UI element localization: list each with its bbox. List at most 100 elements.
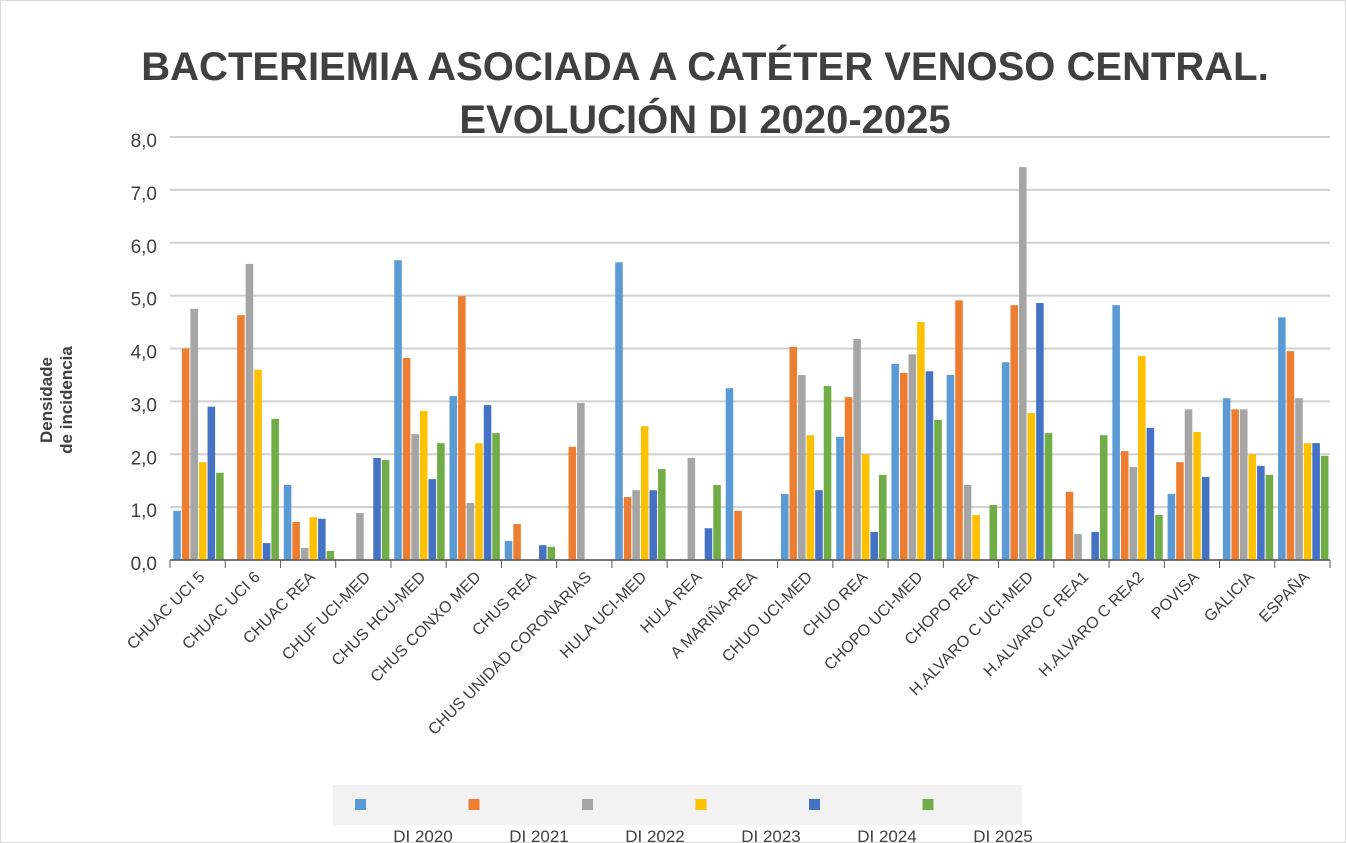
bar xyxy=(1120,451,1129,560)
legend-box xyxy=(333,785,1022,825)
bar xyxy=(1265,474,1274,560)
bar xyxy=(1138,355,1146,560)
bar xyxy=(402,358,411,560)
bar xyxy=(836,436,844,560)
bar xyxy=(946,374,955,560)
y-tick-label: 0,0 xyxy=(131,554,157,575)
bar xyxy=(1176,462,1184,560)
bar xyxy=(815,490,823,560)
bar xyxy=(577,402,585,560)
bar xyxy=(1146,427,1155,560)
bar xyxy=(437,443,445,560)
bar xyxy=(568,446,577,560)
bar xyxy=(870,531,878,560)
y-axis-title: Densidade de incidencia xyxy=(37,346,76,454)
bar xyxy=(925,371,934,560)
bar xyxy=(734,510,742,560)
legend-label: DI 2020 xyxy=(393,827,453,843)
chart-title: BACTERIEMIA ASOCIADA A CATÉTER VENOSO CE… xyxy=(141,44,1268,89)
bar xyxy=(394,260,402,560)
bar xyxy=(1091,531,1099,560)
bar xyxy=(917,322,925,560)
bar xyxy=(963,484,972,560)
bar xyxy=(199,462,207,560)
bar xyxy=(891,363,899,560)
bar xyxy=(181,348,190,560)
bar xyxy=(687,457,696,560)
bar xyxy=(853,338,861,560)
legend-swatch xyxy=(355,799,366,810)
bar xyxy=(1320,455,1329,560)
bar xyxy=(1278,317,1286,560)
y-tick-label: 1,0 xyxy=(131,501,157,522)
y-tick-label: 6,0 xyxy=(131,237,157,258)
bar xyxy=(615,262,623,560)
bar xyxy=(1019,167,1027,561)
bar xyxy=(1312,443,1320,560)
bar xyxy=(972,515,980,560)
bar xyxy=(623,497,632,560)
bar xyxy=(513,524,521,560)
bar xyxy=(419,410,428,560)
bar xyxy=(547,546,556,560)
bar xyxy=(1303,443,1312,560)
bar xyxy=(207,406,216,560)
y-tick-label: 5,0 xyxy=(131,290,157,311)
legend-label: DI 2024 xyxy=(857,827,917,843)
bar xyxy=(309,517,318,560)
bar xyxy=(823,386,832,560)
legend-swatch xyxy=(922,799,934,810)
bar xyxy=(1167,493,1176,560)
legend-swatch xyxy=(695,799,707,810)
bar xyxy=(271,418,279,560)
bar xyxy=(216,472,224,560)
bar xyxy=(373,457,381,560)
bar xyxy=(658,469,666,560)
bar xyxy=(504,540,513,560)
bar xyxy=(989,505,998,560)
bar xyxy=(292,521,300,560)
bar xyxy=(173,510,181,560)
bar xyxy=(1010,305,1019,560)
bar xyxy=(934,419,942,560)
bar xyxy=(283,484,292,560)
bar xyxy=(300,547,309,560)
bar xyxy=(632,490,640,560)
legend-label: DI 2021 xyxy=(509,827,569,843)
legend-swatch xyxy=(809,799,820,810)
bar xyxy=(1129,466,1138,560)
legend-label: DI 2023 xyxy=(741,827,801,843)
bar xyxy=(1257,465,1265,560)
bar xyxy=(428,479,437,560)
bar xyxy=(1222,398,1231,560)
bar xyxy=(908,354,917,560)
bar xyxy=(713,484,721,560)
bar xyxy=(955,300,963,560)
bar xyxy=(449,396,458,560)
bar xyxy=(492,433,500,560)
bar xyxy=(1184,409,1193,560)
bar xyxy=(806,435,815,560)
y-axis-title-line: Densidade xyxy=(37,357,56,443)
bar xyxy=(1036,303,1044,560)
bar xyxy=(1027,413,1036,560)
bar xyxy=(318,518,326,560)
legend-swatch xyxy=(582,799,593,810)
bar xyxy=(262,543,271,560)
legend-swatch xyxy=(468,799,480,810)
bar xyxy=(1193,432,1201,560)
bar xyxy=(640,426,649,560)
bar xyxy=(1074,534,1082,560)
y-tick-label: 3,0 xyxy=(131,395,157,416)
bar xyxy=(458,296,466,560)
bar xyxy=(789,346,798,560)
bar xyxy=(1044,433,1053,560)
legend-label: DI 2022 xyxy=(625,827,685,843)
bar xyxy=(254,369,262,560)
bar xyxy=(861,454,870,560)
y-tick-label: 8,0 xyxy=(131,131,157,152)
bar xyxy=(411,434,419,560)
bar xyxy=(798,374,806,560)
